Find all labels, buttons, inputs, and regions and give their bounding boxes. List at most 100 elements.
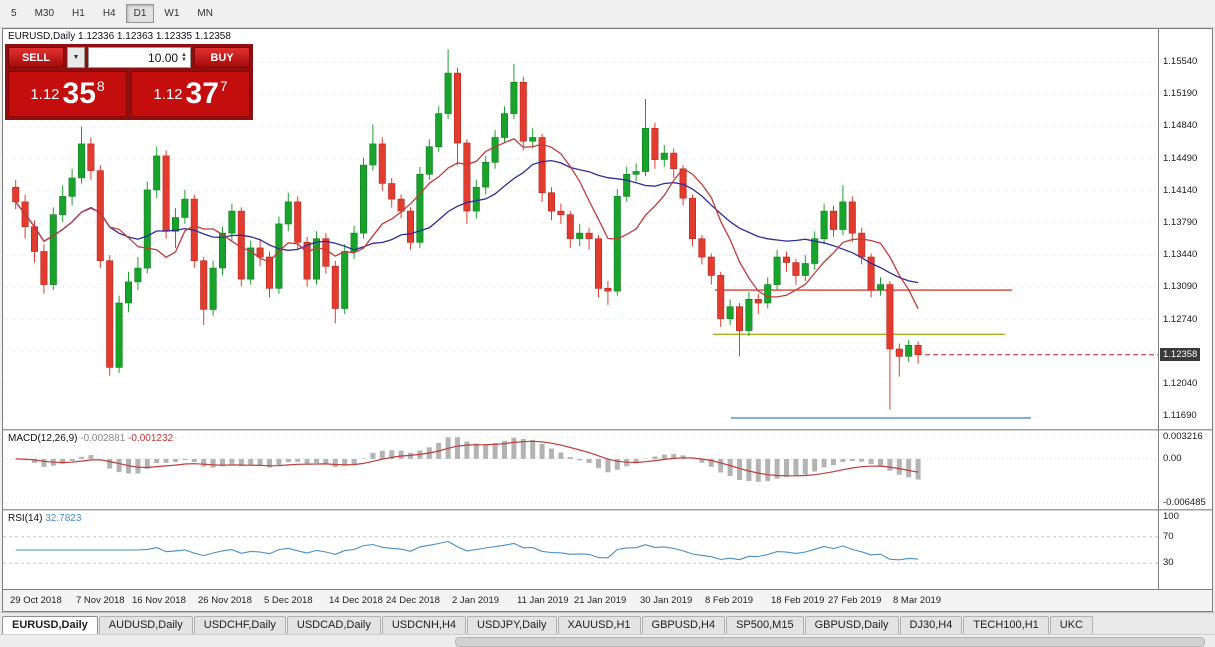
- time-axis-label: 16 Nov 2018: [132, 595, 186, 606]
- price-tick-label: 1.15190: [1163, 88, 1198, 100]
- chevron-down-icon: ▼: [72, 54, 80, 61]
- horizontal-scrollbar[interactable]: [0, 634, 1215, 647]
- time-axis-label: 21 Jan 2019: [574, 595, 627, 606]
- chart-tabs-bar: EURUSD,Daily AUDUSD,Daily USDCHF,Daily USDC…: [0, 612, 1215, 634]
- chart-tab[interactable]: EURUSD,Daily: [2, 616, 98, 634]
- timeframe-button-h4[interactable]: H4: [95, 4, 124, 23]
- current-price-badge: 1.12358: [1160, 347, 1201, 361]
- chart-row: EURUSD,Daily 1.12336 1.12363 1.12335 1.1…: [3, 29, 1212, 589]
- rsi-value: 32.7823: [45, 513, 82, 524]
- timeframe-button-m30[interactable]: M30: [27, 4, 62, 23]
- price-tick-label: 1.14140: [1163, 184, 1198, 196]
- timeframe-button-mn[interactable]: MN: [189, 4, 221, 23]
- rsi-tick-label: 70: [1163, 530, 1174, 542]
- price-tick-label: 1.13440: [1163, 249, 1198, 261]
- price-tick-label: 1.12740: [1163, 313, 1198, 325]
- time-axis-label: 7 Nov 2018: [76, 595, 125, 606]
- pane-splitter[interactable]: [3, 509, 1158, 511]
- rsi-tick-label: 100: [1163, 511, 1179, 522]
- axis-splitter: [1159, 429, 1212, 431]
- axis-splitter: [1159, 509, 1212, 511]
- sell-price-display[interactable]: 1.12 35 8: [8, 71, 127, 117]
- spinner-up-icon: ▲: [181, 51, 187, 58]
- time-axis-label: 24 Dec 2018: [386, 595, 440, 606]
- time-axis-label: 8 Mar 2019: [893, 595, 942, 606]
- price-tick-label: 1.14490: [1163, 152, 1198, 164]
- macd-label: MACD(12,26,9): [8, 433, 78, 444]
- pane-splitter[interactable]: [3, 429, 1158, 431]
- price-tick-label: 1.12040: [1163, 377, 1198, 389]
- scrollbar-thumb[interactable]: [455, 637, 1205, 647]
- price-tick-label: 1.15540: [1163, 56, 1198, 68]
- sell-price-int: 1.12: [30, 85, 60, 103]
- time-axis-label: 14 Dec 2018: [329, 595, 383, 606]
- volume-dropdown-button[interactable]: ▼: [67, 47, 85, 68]
- price-axis: 1.15540 1.15190 1.14840 1.14490 1.14140 1.137…: [1159, 29, 1212, 429]
- price-chart-pane[interactable]: EURUSD,Daily 1.12336 1.12363 1.12335 1.1…: [3, 29, 1158, 429]
- chart-tab[interactable]: UKC: [1049, 616, 1093, 634]
- chart-tab[interactable]: USDJPY,Daily: [467, 616, 557, 634]
- macd-tick-label: -0.006485: [1163, 497, 1206, 508]
- time-axis-label: 2 Jan 2019: [452, 595, 500, 606]
- timeframe-button-5[interactable]: 5: [3, 4, 25, 23]
- chart-tab[interactable]: AUDUSD,Daily: [98, 616, 193, 634]
- rsi-label: RSI(14): [8, 513, 43, 524]
- macd-title: MACD(12,26,9) -0.002881 -0.001232: [8, 433, 173, 444]
- chart-tab[interactable]: USDCHF,Daily: [193, 616, 286, 634]
- macd-signal-value: -0.001232: [128, 433, 174, 444]
- chart-plots: EURUSD,Daily 1.12336 1.12363 1.12335 1.1…: [3, 29, 1158, 589]
- value-axis-column: 1.15540 1.15190 1.14840 1.14490 1.14140 1.137…: [1158, 29, 1212, 589]
- volume-value: 10.00: [148, 50, 179, 65]
- rsi-axis: 100 70 30: [1159, 511, 1212, 589]
- rsi-canvas[interactable]: [3, 511, 1158, 589]
- price-tick-label: 1.13790: [1163, 217, 1198, 229]
- price-tick-label: 1.11690: [1163, 410, 1197, 422]
- time-axis: 29 Oct 2018 7 Nov 2018 16 Nov 2018 26 Nov 2…: [3, 589, 1212, 611]
- rsi-title: RSI(14) 32.7823: [8, 513, 81, 524]
- buy-price-big: 37: [185, 77, 219, 110]
- macd-tick-label: 0.003216: [1163, 431, 1203, 442]
- macd-canvas[interactable]: [3, 431, 1158, 509]
- time-axis-label: 11 Jan 2019: [517, 595, 569, 606]
- chart-tab[interactable]: GBPUSD,Daily: [804, 616, 899, 634]
- time-axis-label: 27 Feb 2019: [828, 595, 882, 606]
- price-tick-label: 1.14840: [1163, 120, 1198, 132]
- buy-price-display[interactable]: 1.12 37 7: [131, 71, 250, 117]
- time-axis-label: 26 Nov 2018: [198, 595, 252, 606]
- macd-pane[interactable]: MACD(12,26,9) -0.002881 -0.001232: [3, 431, 1158, 509]
- macd-axis: 0.003216 0.00 -0.006485: [1159, 431, 1212, 509]
- macd-tick-label: 0.00: [1163, 452, 1182, 464]
- time-axis-label: 18 Feb 2019: [771, 595, 825, 606]
- chart-tab[interactable]: USDCNH,H4: [381, 616, 467, 634]
- time-axis-label: 5 Dec 2018: [264, 595, 313, 606]
- chart-tab[interactable]: GBPUSD,H4: [641, 616, 726, 634]
- price-tick-label: 1.13090: [1163, 281, 1198, 293]
- time-axis-label: 8 Feb 2019: [705, 595, 754, 606]
- chart-tab[interactable]: DJ30,H4: [899, 616, 963, 634]
- macd-main-value: -0.002881: [80, 433, 126, 444]
- price-chart-canvas[interactable]: [3, 29, 1158, 429]
- timeframe-button-d1[interactable]: D1: [125, 4, 155, 23]
- one-click-trading-panel: SELL ▼ 10.00 ▲ ▼ BUY 1.12 35 8: [5, 44, 253, 120]
- volume-spinner[interactable]: ▲ ▼: [181, 51, 187, 63]
- spinner-down-icon: ▼: [181, 56, 187, 63]
- volume-input[interactable]: 10.00 ▲ ▼: [88, 47, 191, 68]
- timeframe-toolbar: 5 M30 H1 H4 D1 W1 MN: [0, 0, 1215, 28]
- rsi-pane[interactable]: RSI(14) 32.7823: [3, 511, 1158, 589]
- chart-tab[interactable]: TECH100,H1: [963, 616, 1049, 634]
- timeframe-button-h1[interactable]: H1: [64, 4, 93, 23]
- chart-tab[interactable]: USDCAD,Daily: [286, 616, 381, 634]
- sell-price-big: 35: [62, 77, 96, 110]
- chart-tab[interactable]: SP500,M15: [726, 616, 804, 634]
- time-axis-label: 29 Oct 2018: [10, 595, 62, 606]
- rsi-tick-label: 30: [1163, 557, 1174, 569]
- buy-price-pip: 7: [219, 78, 228, 94]
- timeframe-button-w1[interactable]: W1: [156, 4, 187, 23]
- trade-prices-row: 1.12 35 8 1.12 37 7: [8, 71, 250, 117]
- sell-price-pip: 8: [96, 78, 105, 94]
- sell-button[interactable]: SELL: [8, 47, 64, 68]
- chart-window: EURUSD,Daily 1.12336 1.12363 1.12335 1.1…: [2, 28, 1213, 612]
- buy-button[interactable]: BUY: [194, 47, 250, 68]
- chart-tab[interactable]: XAUUSD,H1: [557, 616, 641, 634]
